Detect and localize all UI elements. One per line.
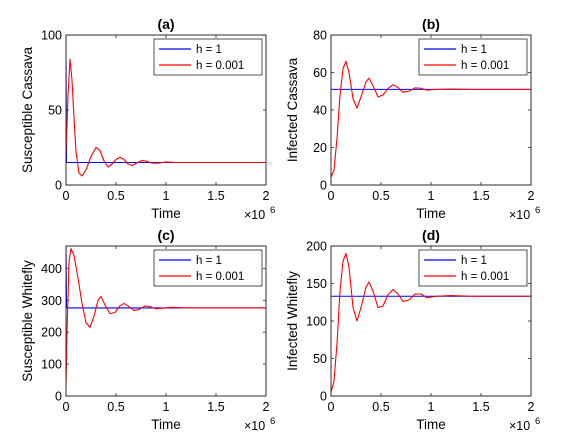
x-tick-label: 1 bbox=[428, 189, 435, 203]
x-tick-label: 1.5 bbox=[207, 400, 224, 414]
legend-entry: h = 1 bbox=[461, 255, 487, 267]
x-axis-label: Time bbox=[151, 206, 181, 221]
panel-title: (d) bbox=[422, 227, 440, 243]
x-tick-label: 1.5 bbox=[472, 189, 489, 203]
y-tick-label: 150 bbox=[306, 277, 327, 291]
y-axis-label: Infected Cassava bbox=[285, 57, 300, 162]
x-axis-multiplier-exponent: 6 bbox=[270, 416, 275, 427]
y-tick-label: 200 bbox=[41, 326, 62, 340]
series-line-h-0001 bbox=[66, 248, 266, 387]
x-tick-label: 0.5 bbox=[372, 400, 389, 414]
legend-box bbox=[153, 249, 263, 287]
x-axis-label: Time bbox=[416, 417, 446, 432]
y-axis-label: Susceptible Whitefly bbox=[20, 260, 35, 382]
x-tick-label: 0 bbox=[63, 189, 70, 203]
legend-box bbox=[418, 38, 528, 76]
x-tick-label: 2 bbox=[263, 400, 270, 414]
x-axis-label: Time bbox=[151, 417, 181, 432]
x-axis-multiplier: ×10 bbox=[509, 419, 530, 433]
panel-title: (c) bbox=[157, 227, 174, 243]
y-tick-label: 200 bbox=[306, 240, 327, 254]
legend: h = 1 h = 0.001 bbox=[418, 38, 528, 76]
axes-frame bbox=[330, 34, 532, 186]
x-tick-label: 2 bbox=[528, 189, 535, 203]
y-tick-label: 100 bbox=[306, 315, 327, 329]
x-axis-label: Time bbox=[416, 206, 446, 221]
x-tick-label: 1 bbox=[163, 400, 170, 414]
legend-box bbox=[418, 249, 528, 287]
axes-frame bbox=[330, 245, 532, 397]
x-tick-label: 0 bbox=[328, 189, 335, 203]
y-tick-label: 80 bbox=[313, 29, 327, 43]
legend-entry: h = 0.001 bbox=[461, 271, 509, 283]
legend-entry: h = 0.001 bbox=[196, 60, 244, 72]
y-axis-label: Susceptible Cassava bbox=[20, 46, 35, 173]
x-tick-label: 0.5 bbox=[107, 400, 124, 414]
x-axis-multiplier-exponent: 6 bbox=[535, 416, 540, 427]
y-tick-label: 0 bbox=[55, 179, 62, 193]
legend-box bbox=[153, 38, 263, 76]
x-tick-label: 0 bbox=[63, 400, 70, 414]
series-line-h-0001 bbox=[331, 60, 531, 178]
y-tick-label: 60 bbox=[313, 66, 327, 80]
series-line-h-0001 bbox=[331, 252, 531, 393]
y-tick-label: 0 bbox=[320, 390, 327, 404]
x-axis-multiplier: ×10 bbox=[509, 208, 530, 222]
x-axis-multiplier-exponent: 6 bbox=[270, 205, 275, 216]
y-tick-label: 50 bbox=[313, 352, 327, 366]
y-tick-label: 40 bbox=[313, 104, 327, 118]
y-tick-label: 100 bbox=[41, 29, 62, 43]
legend-entry: h = 1 bbox=[461, 44, 487, 56]
y-tick-label: 50 bbox=[48, 104, 62, 118]
panel-title: (a) bbox=[157, 16, 174, 32]
y-tick-label: 100 bbox=[41, 358, 62, 372]
x-tick-label: 0.5 bbox=[107, 189, 124, 203]
x-axis-multiplier: ×10 bbox=[244, 208, 265, 222]
legend-entry: h = 0.001 bbox=[196, 271, 244, 283]
x-axis-multiplier-exponent: 6 bbox=[535, 205, 540, 216]
legend-entry: h = 0.001 bbox=[461, 60, 509, 72]
legend: h = 1 h = 0.001 bbox=[418, 249, 528, 287]
y-tick-label: 400 bbox=[41, 262, 62, 276]
chart-panel-1: 0 0.5 1 1.5 2 0 50 100 (a) Time Susceptible Cassav… bbox=[20, 16, 275, 222]
axes-frame bbox=[65, 34, 267, 186]
legend-entry: h = 1 bbox=[196, 255, 222, 267]
axes-frame bbox=[65, 245, 267, 397]
panel-title: (b) bbox=[422, 16, 440, 32]
y-tick-label: 0 bbox=[55, 390, 62, 404]
y-tick-label: 300 bbox=[41, 294, 62, 308]
x-tick-label: 2 bbox=[263, 189, 270, 203]
x-tick-label: 0 bbox=[328, 400, 335, 414]
x-tick-label: 1 bbox=[428, 400, 435, 414]
y-tick-label: 20 bbox=[313, 141, 327, 155]
x-tick-label: 1 bbox=[163, 189, 170, 203]
y-tick-label: 0 bbox=[320, 179, 327, 193]
x-tick-label: 1.5 bbox=[207, 189, 224, 203]
chart-panel-4: 0 0.5 1 1.5 2 0 50 100 150 200 (d) Time Infected Whi… bbox=[285, 227, 540, 433]
x-axis-multiplier: ×10 bbox=[244, 419, 265, 433]
legend: h = 1 h = 0.001 bbox=[153, 249, 263, 287]
legend-entry: h = 1 bbox=[196, 44, 222, 56]
legend: h = 1 h = 0.001 bbox=[153, 38, 263, 76]
chart-panel-3: 0 0.5 1 1.5 2 0 100 200 300 400 (c) Time Susceptible… bbox=[20, 227, 275, 433]
series-line-h-0001 bbox=[66, 58, 266, 177]
x-tick-label: 1.5 bbox=[472, 400, 489, 414]
y-axis-label: Infected Whitefly bbox=[285, 271, 300, 371]
x-tick-label: 0.5 bbox=[372, 189, 389, 203]
x-tick-label: 2 bbox=[528, 400, 535, 414]
